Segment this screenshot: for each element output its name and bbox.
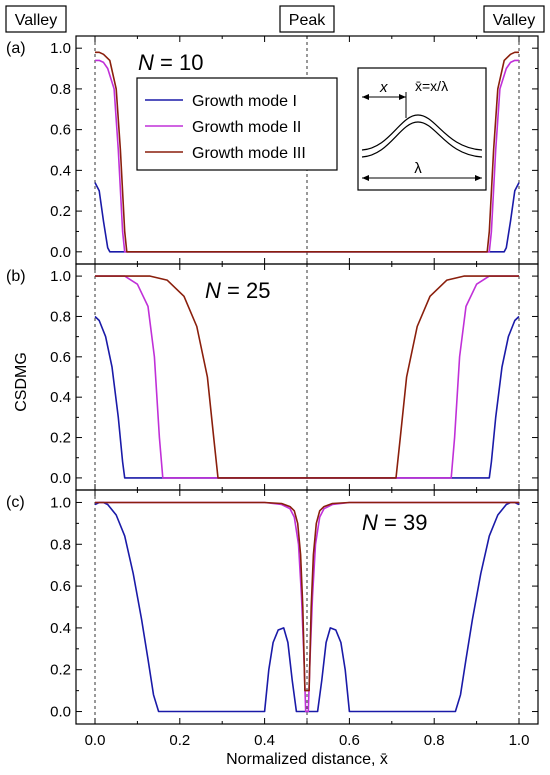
xtick-label-4: 0.8: [424, 732, 445, 749]
panel-1-ytick-label-1: 0.2: [50, 430, 71, 447]
panel-2-ytick-label-5: 1.0: [50, 494, 71, 511]
inset-diagram: x x̄=x/λ λ: [357, 67, 487, 191]
valley-right-label: Valley: [493, 12, 535, 29]
legend-box: [136, 77, 338, 171]
panel-1-ytick-label-0: 0.0: [50, 470, 71, 487]
panel-1-label: (b): [6, 268, 26, 285]
panel-0-ytick-label-0: 0.0: [50, 244, 71, 261]
legend: Growth mode I Growth mode II Growth mode…: [136, 77, 338, 171]
panel-2-ytick-label-0: 0.0: [50, 704, 71, 721]
inset-x-arrow-right: [399, 94, 406, 100]
panel-1-ytick-label-3: 0.6: [50, 349, 71, 366]
panel-2-series-3: [95, 501, 519, 692]
panel-2-label: (c): [6, 494, 25, 511]
panels: 0.0 0.2 0.4 0.6 0.8 1.0 (a) N = 10 0.0 0.2 0.4 0.6 0…: [6, 35, 539, 749]
panel-0-label: (a): [6, 40, 26, 57]
inset-x-label: x: [379, 79, 388, 96]
valley-right-box: [483, 5, 545, 33]
panel-0-ytick-label-4: 0.8: [50, 81, 71, 98]
inset-formula: x̄=x/λ: [415, 78, 448, 94]
xtick-label-5: 1.0: [509, 732, 530, 749]
panel-2-series-2: [95, 501, 519, 713]
panel-2-ytick-label-2: 0.4: [50, 620, 71, 637]
panel-2-annotation: N = 39: [362, 510, 427, 535]
inset-wave-lower: [361, 121, 483, 158]
xtick-label-3: 0.6: [339, 732, 360, 749]
inset-wave-upper: [361, 114, 483, 151]
inset-box: [357, 67, 487, 191]
top-labels: Valley Peak Valley: [5, 5, 545, 33]
xtick-label-1: 0.2: [169, 732, 190, 749]
panel-0-annotation: N = 10: [138, 50, 203, 75]
legend-label-mode2: Growth mode II: [192, 119, 301, 136]
panel-2-ytick-label-4: 0.8: [50, 536, 71, 553]
x-axis-label: Normalized distance, x̄: [226, 751, 388, 768]
valley-left-box: [5, 5, 67, 33]
panel-0-ytick-label-2: 0.4: [50, 162, 71, 179]
xtick-label-0: 0.0: [85, 732, 106, 749]
panel-1-series-3: [95, 275, 519, 479]
panel-1-ytick-label-2: 0.4: [50, 389, 71, 406]
panel-1-ytick-label-5: 1.0: [50, 268, 71, 285]
peak-label: Peak: [289, 12, 326, 29]
panel-0-ytick-label-3: 0.6: [50, 122, 71, 139]
inset-x-arrow-left: [362, 94, 369, 100]
panel-0-ytick-label-5: 1.0: [50, 40, 71, 57]
legend-label-mode1: Growth mode I: [192, 93, 297, 110]
panel-1-annotation: N = 25: [205, 278, 270, 303]
inset-lambda-arrow-left: [362, 175, 369, 181]
legend-label-mode3: Growth mode III: [192, 145, 306, 162]
valley-left-label: Valley: [15, 12, 57, 29]
xtick-label-2: 0.4: [254, 732, 275, 749]
panel-0-ytick-label-1: 0.2: [50, 203, 71, 220]
panel-2-ytick-label-3: 0.6: [50, 578, 71, 595]
peak-box: [279, 5, 335, 33]
inset-lambda-arrow-right: [475, 175, 482, 181]
panel-0-series-3: [95, 51, 519, 253]
inset-lambda-label: λ: [414, 160, 422, 177]
panel-2-ytick-label-1: 0.2: [50, 662, 71, 679]
y-axis-label: CSDMG: [13, 352, 30, 412]
panel-1-ytick-label-4: 0.8: [50, 308, 71, 325]
